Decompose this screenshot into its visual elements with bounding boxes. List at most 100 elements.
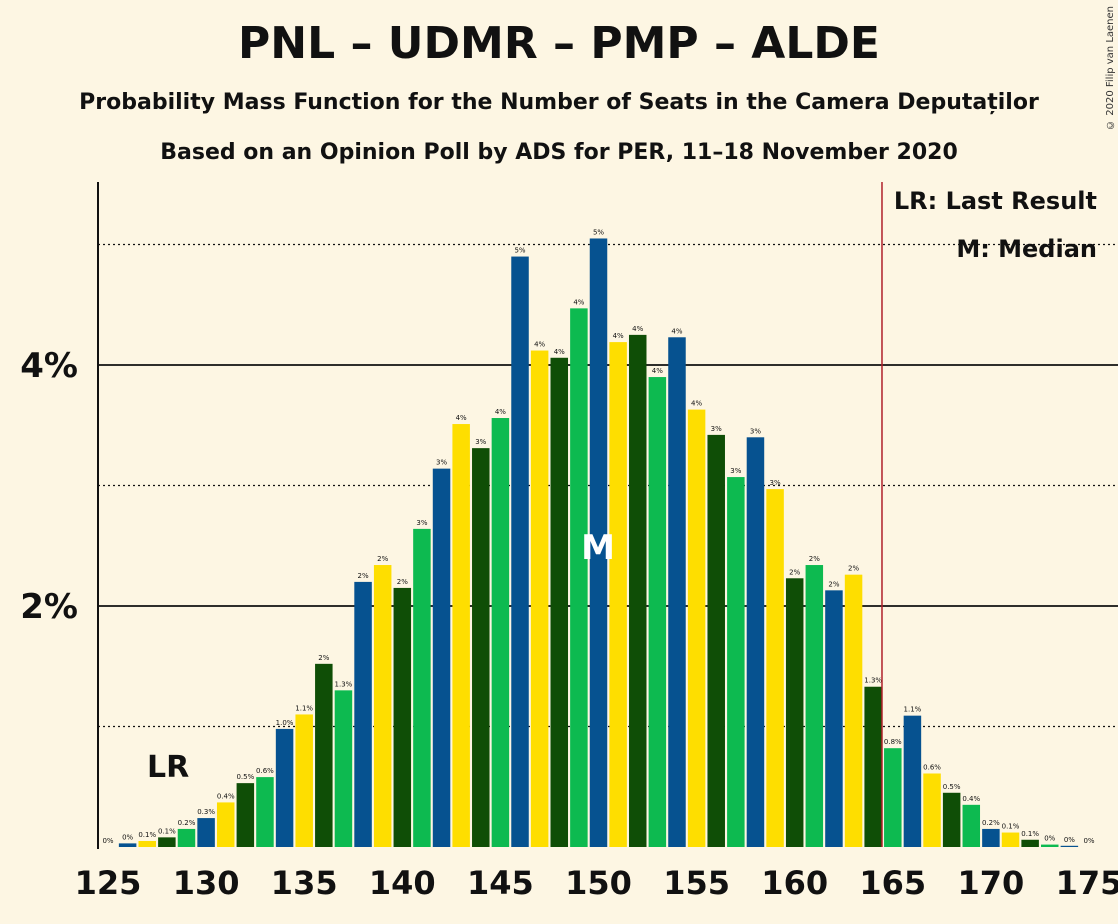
legend-median: M: Median xyxy=(956,235,1097,263)
x-tick-label: 175 xyxy=(1056,864,1118,902)
data-label: 0.4% xyxy=(217,792,235,800)
bar-seat-145 xyxy=(491,418,510,847)
bar-seat-167 xyxy=(923,773,941,847)
bars xyxy=(118,238,1079,848)
x-tick-label: 160 xyxy=(761,864,828,902)
legend-last-result: LR: Last Result xyxy=(894,187,1097,215)
data-label: 3% xyxy=(750,427,761,435)
bar-seat-151 xyxy=(609,342,627,847)
bar-seat-169 xyxy=(962,804,981,847)
data-label: 0% xyxy=(102,837,113,845)
data-label: 4% xyxy=(652,367,663,375)
bar-seat-160 xyxy=(785,578,804,847)
data-label: 4% xyxy=(671,327,682,335)
x-tick-label: 140 xyxy=(369,864,436,902)
bar-seat-153 xyxy=(648,377,667,847)
data-label: 4% xyxy=(495,408,506,416)
data-label: 0.2% xyxy=(982,819,1000,827)
bar-seat-142 xyxy=(432,468,451,847)
data-label: 2% xyxy=(397,578,408,586)
data-label: 3% xyxy=(711,425,722,433)
data-label: 1.3% xyxy=(335,680,353,688)
bar-seat-165 xyxy=(884,748,902,847)
axes: 2% 4% 125 130 135 140 145 150 155 160 165 170 175 xyxy=(20,182,1118,902)
legend: LR: Last Result M: Median xyxy=(894,187,1097,263)
bar-seat-140 xyxy=(393,587,412,847)
bar-seat-162 xyxy=(825,590,843,847)
x-tick-label: 135 xyxy=(271,864,338,902)
annotations: LR M xyxy=(147,528,615,785)
bar-seat-164 xyxy=(864,686,882,847)
data-label: 3% xyxy=(416,519,427,527)
data-label: 4% xyxy=(632,325,643,333)
data-label: 4% xyxy=(573,298,584,306)
data-label: 0% xyxy=(1044,835,1055,843)
data-label: 3% xyxy=(475,438,486,446)
bar-seat-143 xyxy=(452,424,470,847)
x-tick-label: 125 xyxy=(75,864,142,902)
data-label: 3% xyxy=(436,459,447,467)
data-label: 0.1% xyxy=(138,831,156,839)
bar-seat-168 xyxy=(942,792,961,847)
bar-seat-159 xyxy=(766,489,784,847)
bar-seat-157 xyxy=(727,477,745,847)
x-tick-label: 130 xyxy=(173,864,240,902)
chart-title: PNL – UDMR – PMP – ALDE xyxy=(238,18,880,69)
y-tick-label: 4% xyxy=(20,346,78,386)
bar-seat-133 xyxy=(256,777,274,847)
data-label: 0% xyxy=(122,833,133,841)
data-label: 2% xyxy=(828,580,839,588)
bar-seat-135 xyxy=(295,714,313,847)
bar-seat-139 xyxy=(373,565,392,847)
data-label: 3% xyxy=(730,467,741,475)
data-label: 5% xyxy=(514,247,525,255)
last-result-marker: LR xyxy=(147,750,189,785)
bar-seat-166 xyxy=(903,715,922,847)
x-tick-label: 170 xyxy=(958,864,1025,902)
data-label: 0.5% xyxy=(943,783,961,791)
bar-seat-148 xyxy=(550,357,569,847)
data-label: 5% xyxy=(593,228,604,236)
x-tick-label: 145 xyxy=(467,864,534,902)
data-label: 0.5% xyxy=(236,773,254,781)
bar-seat-141 xyxy=(413,528,431,847)
bar-seat-170 xyxy=(982,828,1000,847)
bar-seat-152 xyxy=(628,334,647,847)
data-label: 0.3% xyxy=(197,808,215,816)
bar-seat-150 xyxy=(589,238,608,848)
bar-seat-136 xyxy=(315,663,333,847)
data-label: 0% xyxy=(1083,837,1094,845)
bar-seat-137 xyxy=(334,690,353,847)
x-tick-label: 150 xyxy=(565,864,632,902)
bar-seat-154 xyxy=(668,337,686,847)
bar-seat-156 xyxy=(707,434,725,847)
data-label: 2% xyxy=(358,572,369,580)
bar-seat-144 xyxy=(472,448,490,847)
data-label: 2% xyxy=(848,565,859,573)
median-marker: M xyxy=(581,528,615,568)
data-label: 2% xyxy=(318,654,329,662)
bar-seat-172 xyxy=(1021,839,1039,847)
bar-seat-132 xyxy=(236,783,255,847)
data-label: 0.6% xyxy=(256,767,274,775)
data-label: 4% xyxy=(691,400,702,408)
data-label: 3% xyxy=(770,479,781,487)
data-label: 4% xyxy=(554,348,565,356)
bar-seat-130 xyxy=(197,818,215,847)
data-label: 1.1% xyxy=(295,704,313,712)
data-label: 2% xyxy=(789,568,800,576)
data-label: 2% xyxy=(377,555,388,563)
bar-seat-128 xyxy=(158,837,176,847)
data-label: 0.1% xyxy=(1021,830,1039,838)
data-label: 4% xyxy=(534,341,545,349)
x-tick-label: 165 xyxy=(859,864,926,902)
bar-seat-126 xyxy=(118,843,137,847)
gridlines xyxy=(98,243,1118,728)
chart-subtitle-source: Based on an Opinion Poll by ADS for PER,… xyxy=(160,140,958,165)
data-label: 0% xyxy=(1064,836,1075,844)
bar-seat-129 xyxy=(177,828,196,847)
bar-seat-155 xyxy=(687,409,706,847)
data-label: 1.3% xyxy=(864,677,882,685)
bar-seat-149 xyxy=(570,308,588,847)
